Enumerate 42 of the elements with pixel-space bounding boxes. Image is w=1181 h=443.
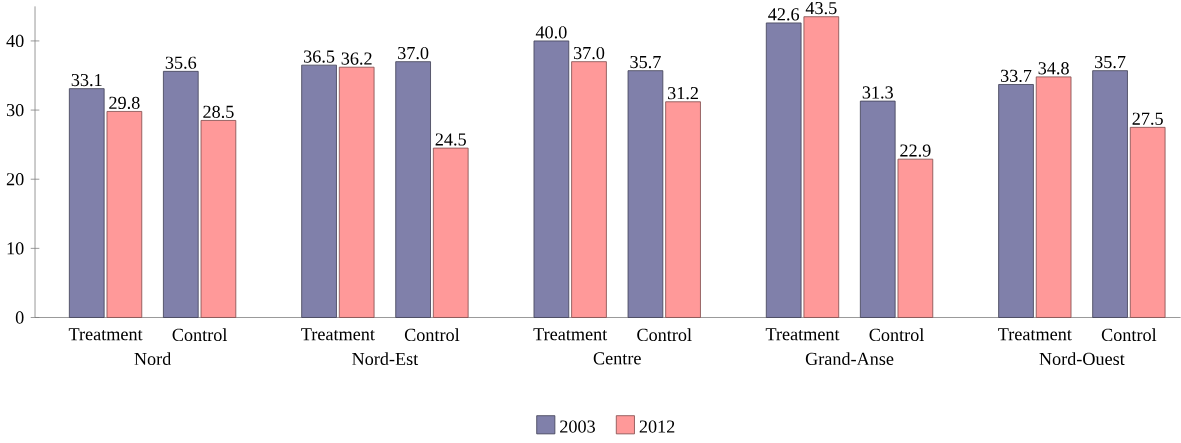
data-label: 29.8 [109,96,140,109]
x-tick-label: Treatment [765,328,840,341]
x-tick-label: Treatment [998,328,1072,341]
x-tick-label: Control [1101,328,1157,341]
x-tick-label: Treatment [68,328,143,341]
data-label: 40.0 [535,26,567,39]
text: Centre [593,352,641,365]
data-label: 31.2 [668,86,698,100]
text: Nord-Ouest [1039,352,1125,365]
x-tick-label: Control [637,328,692,341]
y-tick-label: 40 [6,34,24,47]
data-label: 28.5 [203,105,234,118]
y-tick-label: 0 [15,311,24,324]
data-label: 27.5 [1132,112,1163,125]
y-tick-label: 20 [6,172,24,186]
data-label: 36.2 [341,52,372,65]
data-label: 34.8 [1038,61,1069,75]
x-tick-label: Control [172,328,228,341]
data-label: 31.3 [862,86,893,99]
x-tick-label: Treatment [301,328,375,341]
x-tick-label: Treatment [533,328,608,341]
legend-label: 2003 [560,420,595,433]
x-tick-label: Control [404,328,460,341]
data-label: 33.1 [71,73,102,87]
text: Grand-Anse [805,352,894,365]
y-tick-label: 30 [6,103,24,117]
data-label: 33.7 [1000,69,1032,82]
y-tick-label: 10 [7,242,24,255]
legend-label: 2012 [639,420,675,433]
x-tick-label: Control [869,328,924,341]
text: Nord-Est [352,352,419,365]
data-label: 37.0 [398,46,429,60]
data-label: 35.6 [165,56,197,69]
data-label: 22.9 [900,144,931,157]
data-label: 35.7 [630,55,661,69]
data-label: 42.6 [768,8,800,21]
text: Nord [134,352,172,365]
data-label: 24.5 [435,133,466,146]
data-label: 35.7 [1095,55,1126,69]
data-label: 37.0 [573,46,605,60]
data-label: 36.5 [304,50,335,63]
data-label: 43.5 [805,1,837,15]
